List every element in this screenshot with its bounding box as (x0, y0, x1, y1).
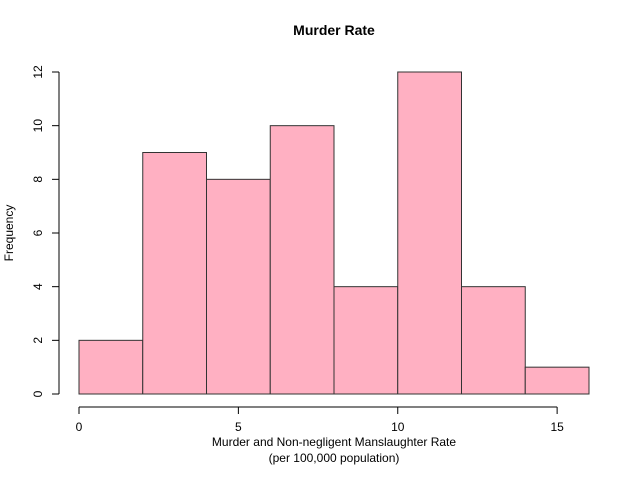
x-tick-label: 0 (76, 420, 83, 434)
histogram-bar-2 (206, 178, 271, 395)
bars-group (78, 71, 590, 395)
x-tick-label: 15 (550, 420, 564, 434)
x-tick-label: 10 (391, 420, 405, 434)
y-tick-label: 4 (31, 283, 45, 290)
histogram-bar-1 (142, 152, 207, 395)
histogram-bar-7 (524, 366, 590, 395)
y-tick-label: 10 (31, 119, 45, 133)
y-axis: 0 2 4 6 8 10 12 (31, 65, 60, 397)
y-tick-label: 2 (31, 337, 45, 344)
y-tick-label: 6 (31, 229, 45, 236)
x-axis: 0 5 10 15 (76, 406, 564, 434)
histogram-bar-5 (397, 71, 462, 395)
y-tick-label: 0 (31, 390, 45, 397)
x-axis-label: Murder and Non-negligent Manslaughter Ra… (212, 435, 456, 449)
x-axis-label-line2: (per 100,000 population) (269, 451, 400, 465)
chart-title: Murder Rate (293, 22, 375, 38)
x-tick-label: 5 (235, 420, 242, 434)
histogram-bar-6 (461, 286, 526, 395)
histogram-bar-4 (333, 286, 399, 395)
y-tick-label: 8 (31, 176, 45, 183)
histogram-bar-0 (78, 339, 144, 395)
y-tick-label: 12 (31, 65, 45, 79)
histogram-bar-3 (269, 125, 335, 395)
y-axis-label: Frequency (2, 205, 16, 262)
